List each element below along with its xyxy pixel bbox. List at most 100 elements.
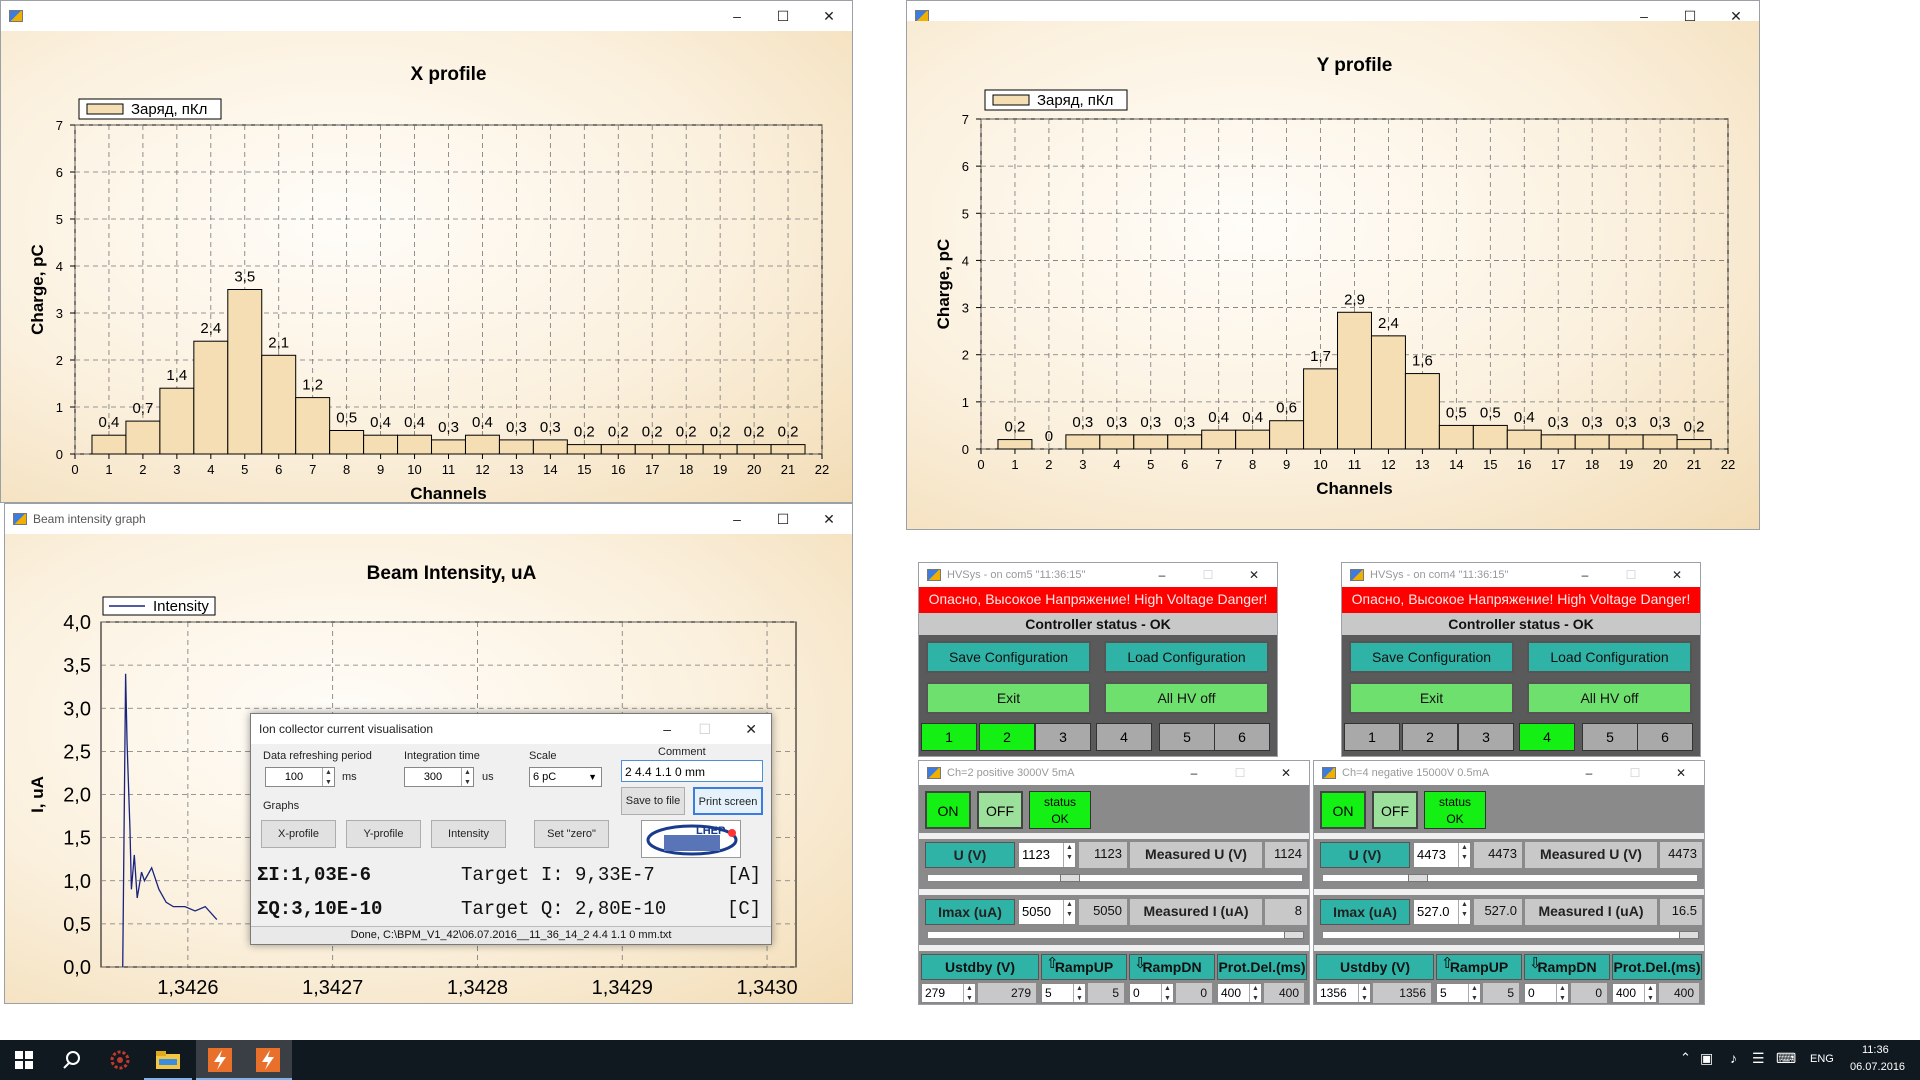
- network-icon[interactable]: ▣: [1700, 1050, 1714, 1066]
- notification-icon[interactable]: ☰: [1752, 1050, 1765, 1066]
- all-hv-off-button[interactable]: All HV off: [1104, 682, 1269, 714]
- parameter-stepper[interactable]: 1356 ▲ ▼: [1316, 983, 1371, 1003]
- y-profile-button[interactable]: Y-profile: [346, 820, 421, 848]
- parameter-stepper[interactable]: 279 ▲ ▼: [921, 983, 976, 1003]
- beam-intensity-titlebar[interactable]: Beam intensity graph – ☐ ✕: [5, 504, 852, 534]
- stepper-arrows-icon[interactable]: ▲ ▼: [963, 984, 975, 1002]
- slider-thumb[interactable]: [1284, 931, 1304, 939]
- app-icon[interactable]: [96, 1040, 144, 1080]
- current-slider[interactable]: [1322, 931, 1699, 939]
- stepper-arrows-icon[interactable]: ▲ ▼: [1063, 843, 1075, 867]
- dialog-titlebar[interactable]: Ion collector current visualisation – ☐ …: [251, 714, 771, 744]
- parameter-stepper[interactable]: 5 ▲ ▼: [1041, 983, 1086, 1003]
- channel-button-6[interactable]: 6: [1637, 723, 1693, 751]
- off-button[interactable]: OFF: [977, 791, 1023, 829]
- stepper-arrows-icon[interactable]: ▲ ▼: [1073, 984, 1085, 1002]
- window-titlebar[interactable]: Ch=2 positive 3000V 5mA – ☐ ✕: [919, 761, 1309, 785]
- minimize-button[interactable]: –: [1581, 568, 1589, 582]
- close-button[interactable]: ✕: [1675, 766, 1687, 780]
- maximize-button[interactable]: ☐: [698, 721, 711, 737]
- voltage-slider[interactable]: [1322, 874, 1698, 882]
- current-slider[interactable]: [927, 931, 1304, 939]
- window-titlebar[interactable]: HVSys - on com5 "11:36:15" – ☐ ✕: [919, 563, 1277, 587]
- maximize-button[interactable]: ☐: [776, 7, 790, 24]
- stepper-arrows-icon[interactable]: ▲ ▼: [1644, 984, 1656, 1002]
- channel-button-1[interactable]: 1: [1344, 723, 1400, 751]
- parameter-stepper[interactable]: 400 ▲ ▼: [1612, 983, 1657, 1003]
- channel-button-5[interactable]: 5: [1159, 723, 1215, 751]
- exit-button[interactable]: Exit: [1349, 682, 1514, 714]
- parameter-stepper[interactable]: 0 ▲ ▼: [1524, 983, 1569, 1003]
- parameter-stepper[interactable]: 0 ▲ ▼: [1129, 983, 1174, 1003]
- folder-icon[interactable]: [144, 1040, 192, 1080]
- stepper-arrows-icon[interactable]: ▲ ▼: [1458, 900, 1470, 924]
- x-profile-titlebar[interactable]: – ☐ ✕: [1, 1, 852, 31]
- close-button[interactable]: ✕: [1730, 7, 1742, 24]
- channel-button-3[interactable]: 3: [1035, 723, 1091, 751]
- off-button[interactable]: OFF: [1372, 791, 1418, 829]
- channel-button-3[interactable]: 3: [1458, 723, 1514, 751]
- integration-stepper[interactable]: 300 ▲ ▼: [404, 767, 474, 787]
- close-button[interactable]: ✕: [745, 721, 757, 737]
- stepper-arrows-icon[interactable]: ▲ ▼: [322, 768, 334, 786]
- close-button[interactable]: ✕: [1671, 568, 1683, 582]
- channel-button-1[interactable]: 1: [921, 723, 977, 751]
- minimize-button[interactable]: –: [733, 511, 741, 527]
- close-button[interactable]: ✕: [1280, 766, 1292, 780]
- channel-button-6[interactable]: 6: [1214, 723, 1270, 751]
- slider-thumb[interactable]: [1679, 931, 1699, 939]
- comment-input[interactable]: 2 4.4 1.1 0 mm: [621, 760, 763, 782]
- clock-time[interactable]: 11:36: [1862, 1044, 1889, 1056]
- volume-icon[interactable]: ♪: [1730, 1050, 1737, 1066]
- slider-thumb[interactable]: [1408, 874, 1429, 882]
- parameter-stepper[interactable]: 5 ▲ ▼: [1436, 983, 1481, 1003]
- stepper-arrows-icon[interactable]: ▲ ▼: [1458, 843, 1470, 867]
- stepper-arrows-icon[interactable]: ▲ ▼: [1556, 984, 1568, 1002]
- on-button[interactable]: ON: [1320, 791, 1366, 829]
- close-button[interactable]: ✕: [1248, 568, 1260, 582]
- print-screen-button[interactable]: Print screen: [693, 787, 763, 815]
- minimize-button[interactable]: –: [1190, 766, 1198, 780]
- stepper-arrows-icon[interactable]: ▲ ▼: [1468, 984, 1480, 1002]
- channel-button-2[interactable]: 2: [979, 723, 1035, 751]
- slider-thumb[interactable]: [1059, 874, 1080, 882]
- window-titlebar[interactable]: Ch=4 negative 15000V 0.5mA – ☐ ✕: [1314, 761, 1704, 785]
- chevron-up-icon[interactable]: ⌃: [1680, 1050, 1691, 1065]
- imax-setpoint-stepper[interactable]: 5050 ▲ ▼: [1018, 899, 1076, 925]
- windows-start-icon[interactable]: [0, 1040, 48, 1080]
- load-configuration-button[interactable]: Load Configuration: [1104, 641, 1269, 673]
- scale-select[interactable]: 6 pC ▼: [529, 767, 602, 787]
- minimize-button[interactable]: –: [1158, 568, 1166, 582]
- save-configuration-button[interactable]: Save Configuration: [1349, 641, 1514, 673]
- clock-date[interactable]: 06.07.2016: [1850, 1061, 1906, 1073]
- minimize-button[interactable]: –: [663, 721, 671, 737]
- voltage-slider[interactable]: [927, 874, 1303, 882]
- refresh-stepper[interactable]: 100 ▲ ▼: [265, 767, 335, 787]
- u-setpoint-stepper[interactable]: 1123 ▲ ▼: [1018, 842, 1076, 868]
- exit-button[interactable]: Exit: [926, 682, 1091, 714]
- app-icon[interactable]: [244, 1040, 292, 1080]
- all-hv-off-button[interactable]: All HV off: [1527, 682, 1692, 714]
- parameter-stepper[interactable]: 400 ▲ ▼: [1217, 983, 1262, 1003]
- channel-button-4[interactable]: 4: [1096, 723, 1152, 751]
- channel-button-4[interactable]: 4: [1519, 723, 1575, 751]
- stepper-arrows-icon[interactable]: ▲ ▼: [1063, 900, 1075, 924]
- stepper-arrows-icon[interactable]: ▲ ▼: [461, 768, 473, 786]
- channel-button-5[interactable]: 5: [1582, 723, 1638, 751]
- search-icon[interactable]: [48, 1040, 96, 1080]
- close-button[interactable]: ✕: [823, 510, 835, 527]
- language-indicator[interactable]: ENG: [1810, 1053, 1834, 1065]
- load-configuration-button[interactable]: Load Configuration: [1527, 641, 1692, 673]
- save-configuration-button[interactable]: Save Configuration: [926, 641, 1091, 673]
- maximize-button[interactable]: ☐: [1683, 7, 1697, 24]
- stepper-arrows-icon[interactable]: ▲ ▼: [1161, 984, 1173, 1002]
- channel-button-2[interactable]: 2: [1402, 723, 1458, 751]
- imax-setpoint-stepper[interactable]: 527.0 ▲ ▼: [1413, 899, 1471, 925]
- x-profile-button[interactable]: X-profile: [261, 820, 336, 848]
- set-zero-button[interactable]: Set "zero": [534, 820, 609, 848]
- minimize-button[interactable]: –: [1640, 8, 1648, 24]
- stepper-arrows-icon[interactable]: ▲ ▼: [1358, 984, 1370, 1002]
- keyboard-icon[interactable]: ⌨: [1776, 1050, 1797, 1066]
- on-button[interactable]: ON: [925, 791, 971, 829]
- u-setpoint-stepper[interactable]: 4473 ▲ ▼: [1413, 842, 1471, 868]
